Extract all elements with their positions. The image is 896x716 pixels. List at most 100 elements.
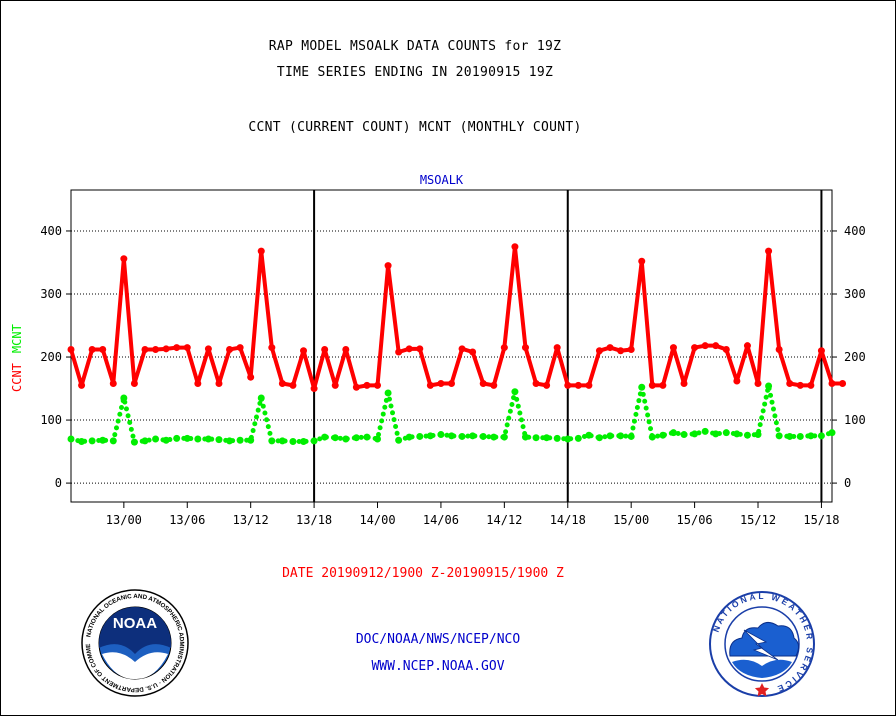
ccnt-point	[669, 344, 677, 352]
ccnt-point	[479, 380, 487, 388]
mcnt-point	[807, 432, 815, 440]
mcnt-point	[109, 437, 117, 445]
ccnt-point	[88, 345, 96, 353]
y-tick-label: 100	[40, 413, 62, 427]
mcnt-point	[226, 437, 234, 445]
x-tick-label: 13/00	[106, 513, 142, 527]
mcnt-point	[543, 434, 551, 442]
mcnt-point	[828, 429, 836, 437]
mcnt-point	[733, 430, 741, 438]
mcnt-point	[67, 435, 75, 443]
ccnt-point	[701, 342, 709, 350]
ccnt-point	[543, 381, 551, 389]
mcnt-point	[743, 431, 751, 439]
y-tick-label-right: 0	[844, 476, 851, 490]
ccnt-point	[109, 380, 117, 388]
ccnt-point	[807, 381, 815, 389]
nws-logo: NATIONAL WEATHER SERVICE	[709, 591, 815, 697]
ccnt-point	[595, 347, 603, 355]
mcnt-point	[564, 435, 572, 443]
mcnt-point	[162, 436, 170, 444]
mcnt-point	[469, 432, 477, 440]
ccnt-point	[490, 381, 498, 389]
ccnt-point	[183, 344, 191, 352]
ccnt-point	[162, 345, 170, 353]
mcnt-point	[691, 430, 699, 438]
x-tick-label: 15/18	[803, 513, 839, 527]
mcnt-point	[300, 437, 308, 445]
ccnt-point	[638, 257, 646, 265]
mcnt-point	[458, 432, 466, 440]
mcnt-point	[448, 432, 455, 440]
ccnt-point	[173, 344, 181, 352]
website-link[interactable]: WWW.NCEP.NOAA.GOV	[371, 659, 505, 674]
ccnt-point	[141, 345, 149, 353]
ccnt-point	[469, 348, 477, 356]
ccnt-point	[374, 381, 382, 389]
mcnt-point	[342, 435, 350, 443]
ccnt-point	[659, 381, 667, 389]
mcnt-point	[363, 433, 371, 441]
ccnt-point	[384, 262, 392, 270]
mcnt-point	[236, 436, 244, 444]
mcnt-point	[152, 435, 160, 443]
ccnt-point	[564, 381, 572, 389]
y-tick-label: 400	[40, 224, 62, 238]
mcnt-point	[204, 435, 212, 443]
mcnt-point	[395, 436, 403, 444]
x-tick-label: 14/18	[550, 513, 586, 527]
mcnt-point	[712, 430, 720, 438]
ccnt-point	[796, 381, 804, 389]
x-tick-label: 15/00	[613, 513, 649, 527]
mcnt-point	[817, 432, 825, 440]
y-tick-label: 300	[40, 287, 62, 301]
ccnt-point	[395, 348, 403, 356]
mcnt-point	[130, 438, 138, 446]
mcnt-point	[384, 389, 392, 397]
ccnt-point	[722, 345, 730, 353]
x-tick-label: 15/12	[740, 513, 776, 527]
ccnt-point	[352, 383, 360, 391]
mcnt-point	[352, 434, 360, 442]
mcnt-point	[648, 433, 656, 441]
mcnt-point	[786, 432, 794, 440]
ccnt-point	[120, 255, 128, 263]
mcnt-point	[574, 434, 582, 442]
ccnt-point	[765, 247, 773, 255]
mcnt-point	[426, 432, 434, 440]
ccnt-point	[99, 345, 107, 353]
ccnt-point	[817, 347, 825, 355]
mcnt-point	[775, 432, 783, 440]
mcnt-point	[532, 434, 540, 442]
mcnt-point	[141, 437, 149, 445]
y-axis-label-mcnt: MCNT	[10, 324, 24, 353]
mcnt-point	[701, 427, 709, 435]
y-tick-label-right: 400	[844, 224, 866, 238]
mcnt-point	[99, 436, 107, 444]
ccnt-point	[204, 345, 212, 353]
mcnt-point	[754, 431, 762, 439]
mcnt-point	[183, 434, 191, 442]
ccnt-point	[437, 380, 445, 388]
x-tick-label: 15/06	[677, 513, 713, 527]
mcnt-point	[585, 431, 593, 439]
mcnt-point	[511, 388, 519, 396]
mcnt-point	[405, 433, 413, 441]
ccnt-point	[532, 380, 540, 388]
noaa-logo: NOAA NATIONAL OCEANIC AND ATMOSPHERIC AD…	[80, 588, 189, 697]
x-tick-label: 14/00	[359, 513, 395, 527]
mcnt-point	[490, 433, 498, 441]
x-tick-label: 13/12	[233, 513, 269, 527]
ccnt-point	[511, 243, 519, 251]
ccnt-point	[278, 380, 286, 388]
ccnt-point	[405, 345, 413, 353]
mcnt-point	[120, 394, 128, 402]
ccnt-point	[426, 381, 434, 389]
mcnt-point	[479, 432, 487, 440]
mcnt-point	[257, 394, 265, 402]
mcnt-point	[669, 429, 677, 437]
mcnt-point	[680, 431, 688, 439]
y-tick-label-right: 300	[844, 287, 866, 301]
y-tick-label: 200	[40, 350, 62, 364]
ccnt-point	[574, 381, 582, 389]
